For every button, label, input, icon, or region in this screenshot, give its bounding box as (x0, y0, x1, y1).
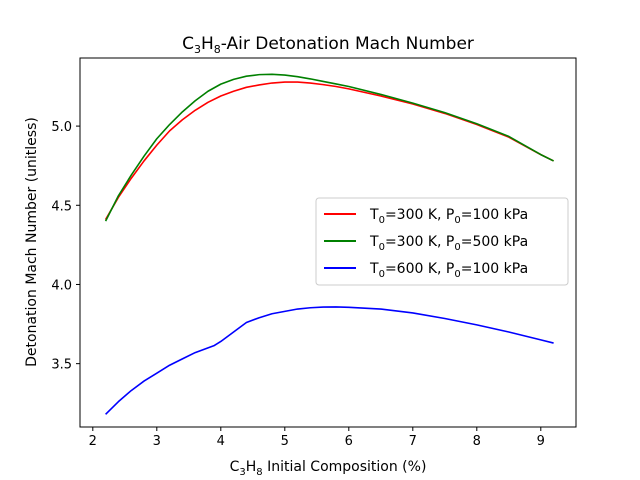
x-tick-label: 8 (473, 434, 481, 449)
plot-area-frame (79, 57, 577, 428)
x-tick-label: 3 (153, 434, 161, 449)
series-line-1 (104, 73, 554, 222)
plot-lines (104, 73, 554, 415)
legend: T0=300 K, P0=100 kPa T0=300 K, P0=500 kP… (315, 197, 569, 286)
legend-box (315, 197, 569, 286)
legend-label: T0=300 K, P0=100 kPa (369, 207, 528, 226)
series-line-2 (105, 306, 554, 415)
y-tick-label: 4.0 (51, 278, 72, 293)
x-axis-label: C3H8 Initial Composition (%) (230, 459, 427, 478)
x-tick-label: 5 (281, 434, 289, 449)
x-tick-label: 2 (89, 434, 97, 449)
y-tick-label: 3.5 (51, 358, 72, 373)
x-tick-label: 9 (537, 434, 545, 449)
legend-label: T0=300 K, P0=500 kPa (369, 234, 528, 253)
x-axis-ticks: 2 3 4 5 6 7 8 9 (89, 427, 545, 449)
y-tick-label: 4.5 (51, 199, 72, 214)
y-axis-ticks: 3.5 4.0 4.5 5.0 (51, 120, 80, 373)
x-tick-label: 7 (409, 434, 417, 449)
chart-title: C3H8-Air Detonation Mach Number (182, 34, 474, 56)
x-tick-label: 4 (217, 434, 225, 449)
x-tick-label: 6 (345, 434, 353, 449)
y-axis-label: Detonation Mach Number (unitless) (24, 117, 40, 367)
y-tick-label: 5.0 (51, 120, 72, 135)
legend-label: T0=600 K, P0=100 kPa (369, 261, 528, 280)
